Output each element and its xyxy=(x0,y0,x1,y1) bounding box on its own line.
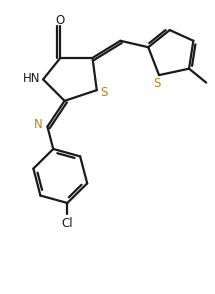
Text: S: S xyxy=(101,86,108,99)
Text: O: O xyxy=(56,14,65,27)
Text: HN: HN xyxy=(23,72,40,85)
Text: Cl: Cl xyxy=(61,217,73,230)
Text: S: S xyxy=(153,77,161,90)
Text: N: N xyxy=(34,118,43,131)
